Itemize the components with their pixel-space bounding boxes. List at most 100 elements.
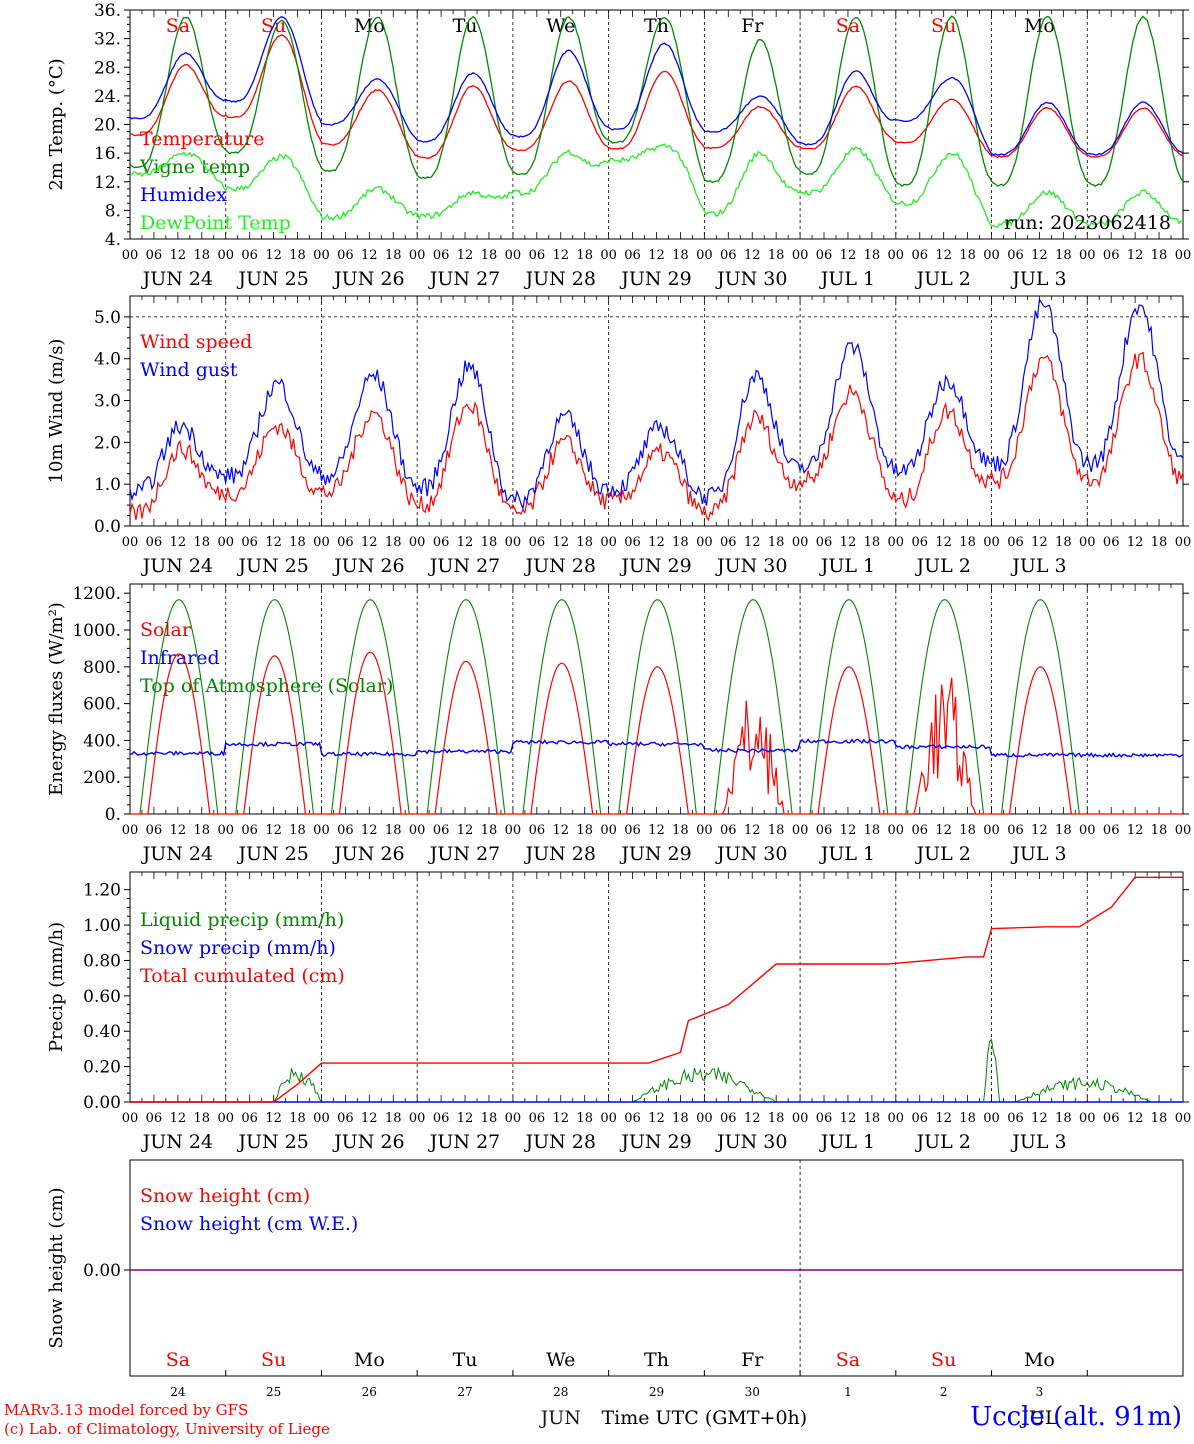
legend-entry: Snow height (cm) xyxy=(140,1185,310,1207)
hour-tick-label: 06 xyxy=(624,535,641,550)
hour-tick-label: 00 xyxy=(217,823,234,838)
date-label: JUN 28 xyxy=(524,1131,596,1153)
weekday-label: Mo xyxy=(354,15,385,37)
hour-tick-label: 06 xyxy=(433,535,450,550)
hour-tick-label: 00 xyxy=(600,535,617,550)
hour-tick-label: 18 xyxy=(576,823,593,838)
hour-tick-label: 12 xyxy=(361,535,378,550)
y-tick-label: 12. xyxy=(94,173,121,193)
legend-entry: Vigne temp xyxy=(139,156,250,178)
hour-tick-label: 00 xyxy=(1175,248,1192,263)
hour-tick-label: 06 xyxy=(146,535,163,550)
hour-tick-label: 12 xyxy=(457,248,474,263)
hour-tick-label: 00 xyxy=(888,248,905,263)
hour-tick-label: 06 xyxy=(241,1111,258,1126)
date-label: JUL 2 xyxy=(914,843,970,865)
y-tick-label: 4. xyxy=(105,230,121,250)
hour-tick-label: 00 xyxy=(1175,535,1192,550)
hour-tick-label: 06 xyxy=(146,1111,163,1126)
hour-tick-label: 18 xyxy=(481,248,498,263)
hour-tick-label: 06 xyxy=(624,823,641,838)
date-label: JUN 25 xyxy=(236,843,308,865)
hour-tick-label: 12 xyxy=(840,535,857,550)
date-label: JUN 28 xyxy=(524,268,596,290)
y-tick-label: 8. xyxy=(105,201,121,221)
hour-tick-label: 18 xyxy=(481,823,498,838)
y-tick-label: 1.00 xyxy=(83,916,121,936)
y-tick-label: 2.0 xyxy=(94,433,121,453)
hour-tick-label: 00 xyxy=(217,248,234,263)
legend-entry: Snow height (cm W.E.) xyxy=(140,1213,358,1235)
hour-tick-label: 00 xyxy=(983,248,1000,263)
date-label: JUL 2 xyxy=(914,555,970,577)
day-number-label: 3 xyxy=(1036,1385,1044,1399)
hour-tick-label: 06 xyxy=(1103,1111,1120,1126)
y-tick-label: 16. xyxy=(94,144,121,164)
weekday-label: Su xyxy=(931,1349,956,1371)
hour-tick-label: 12 xyxy=(840,823,857,838)
hour-tick-label: 18 xyxy=(289,248,306,263)
station-name: Uccle (alt. 91m) xyxy=(970,1402,1182,1432)
hour-tick-label: 00 xyxy=(696,1111,713,1126)
hour-tick-label: 12 xyxy=(935,535,952,550)
hour-tick-label: 12 xyxy=(1031,248,1048,263)
weekday-label: Sa xyxy=(166,15,190,37)
series-line-infrared xyxy=(129,738,1184,759)
hour-tick-label: 00 xyxy=(600,823,617,838)
hour-tick-label: 12 xyxy=(457,1111,474,1126)
date-label: JUN 30 xyxy=(715,843,787,865)
date-label: JUN 27 xyxy=(428,1131,500,1153)
y-tick-label: 36. xyxy=(94,1,121,21)
date-label: JUN 29 xyxy=(619,843,691,865)
y-tick-label: 0.00 xyxy=(83,1093,121,1113)
hour-tick-label: 18 xyxy=(289,535,306,550)
hour-tick-label: 12 xyxy=(1127,535,1144,550)
hour-tick-label: 12 xyxy=(265,823,282,838)
date-label: JUN 28 xyxy=(524,843,596,865)
date-label: JUN 29 xyxy=(619,555,691,577)
hour-tick-label: 12 xyxy=(1031,823,1048,838)
hour-tick-label: 06 xyxy=(433,823,450,838)
hour-tick-label: 06 xyxy=(433,248,450,263)
hour-tick-label: 06 xyxy=(624,1111,641,1126)
hour-tick-label: 12 xyxy=(170,535,187,550)
legend-entry: Temperature xyxy=(140,128,264,150)
hour-tick-label: 06 xyxy=(911,823,928,838)
series-line-vigne-temp xyxy=(129,15,1184,188)
hour-tick-label: 00 xyxy=(792,823,809,838)
hour-tick-label: 18 xyxy=(672,535,689,550)
hour-tick-label: 00 xyxy=(1079,535,1096,550)
hour-tick-label: 06 xyxy=(146,248,163,263)
hour-tick-label: 12 xyxy=(361,1111,378,1126)
hour-tick-label: 18 xyxy=(959,248,976,263)
hour-tick-label: 00 xyxy=(1079,248,1096,263)
hour-tick-label: 12 xyxy=(935,248,952,263)
legend-entry: Snow precip (mm/h) xyxy=(140,937,336,959)
weekday-label: We xyxy=(546,15,575,37)
hour-tick-label: 12 xyxy=(552,823,569,838)
series-line-toa-solar xyxy=(130,599,1183,815)
hour-tick-label: 00 xyxy=(409,1111,426,1126)
hour-tick-label: 12 xyxy=(648,1111,665,1126)
day-number-label: 26 xyxy=(362,1385,377,1399)
hour-tick-label: 12 xyxy=(1031,1111,1048,1126)
date-label: JUN 24 xyxy=(141,843,213,865)
hour-tick-label: 18 xyxy=(576,1111,593,1126)
hour-tick-label: 18 xyxy=(864,535,881,550)
hour-tick-label: 06 xyxy=(720,535,737,550)
y-tick-label: 400. xyxy=(83,731,121,751)
hour-tick-label: 00 xyxy=(122,823,139,838)
y-tick-label: 800. xyxy=(83,658,121,678)
hour-tick-label: 06 xyxy=(720,1111,737,1126)
hour-tick-label: 12 xyxy=(744,248,761,263)
hour-tick-label: 06 xyxy=(529,1111,546,1126)
series-line-dewpoint-temp xyxy=(129,143,1184,229)
hour-tick-label: 06 xyxy=(433,1111,450,1126)
hour-tick-label: 12 xyxy=(935,823,952,838)
hour-tick-label: 12 xyxy=(552,535,569,550)
date-label: JUL 1 xyxy=(819,268,875,290)
x-axis-label: Time UTC (GMT+0h) xyxy=(602,1407,808,1429)
weekday-label: We xyxy=(546,1349,575,1371)
date-label: JUN 27 xyxy=(428,555,500,577)
